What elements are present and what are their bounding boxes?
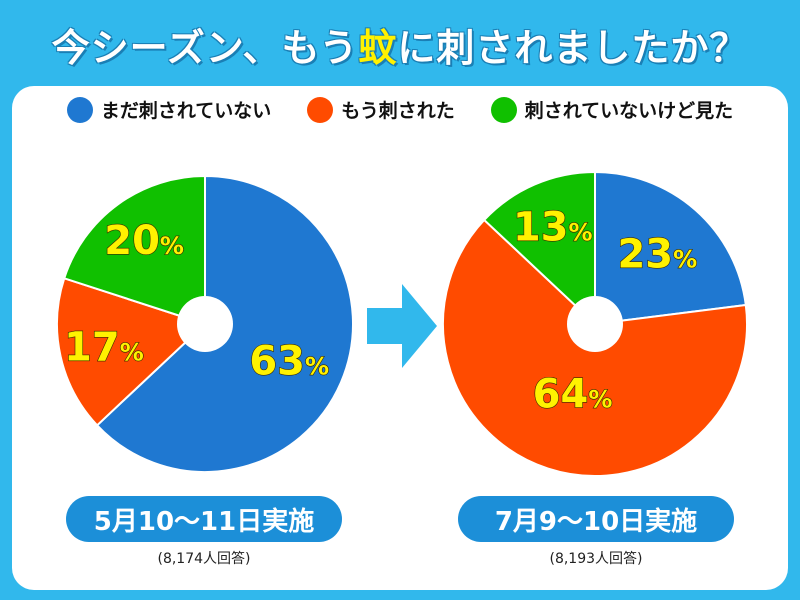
pie-slice-may-2 — [62, 174, 206, 326]
title-before: 今シーズン、もう — [51, 25, 359, 70]
title-after: に刺されましたか？ — [397, 25, 749, 70]
pie-slice-july-2 — [482, 170, 596, 327]
pie-label-july-0: 23% — [617, 231, 697, 277]
legend-swatch-not-bitten — [66, 96, 93, 123]
pie-label-july-1: 64% — [533, 371, 613, 417]
pie-chart-july: 23% 64% 13% — [442, 170, 748, 477]
pie-label-may-2: 20% — [104, 218, 184, 264]
pie-center-hole-july — [567, 296, 623, 352]
pie-slice-july-0 — [594, 170, 747, 326]
legend-item-bitten: もう刺された — [307, 96, 455, 123]
legend-label-not-bitten: まだ刺されていない — [100, 100, 272, 122]
chart-card: まだ刺されていない もう刺された 刺されていないけど見た 63% 17% 20% 2… — [12, 86, 788, 590]
legend-swatch-seen — [490, 96, 517, 123]
pie-label-july-2: 13% — [513, 204, 593, 250]
legend-label-seen: 刺されていないけど見た — [524, 100, 734, 122]
pie-chart-may: 63% 17% 20% — [56, 174, 354, 473]
respondents-may: (8,174人回答) — [157, 551, 251, 567]
pie-slice-may-1 — [56, 277, 207, 427]
page-title: 今シーズン、もう蚊に刺されましたか？ — [52, 17, 749, 72]
legend-item-seen: 刺されていないけど見た — [490, 96, 734, 123]
legend: まだ刺されていない もう刺された 刺されていないけど見た — [12, 96, 788, 123]
title-highlight: 蚊 — [358, 25, 398, 70]
pie-label-may-1: 17% — [64, 325, 144, 371]
survey-date-july: 7月9〜10日実施 — [458, 496, 734, 542]
charts-svg: 63% 17% 20% 23% 64% 13% — [56, 170, 748, 477]
legend-swatch-bitten — [307, 96, 334, 123]
pie-center-hole-may — [177, 296, 233, 352]
arrow-icon — [367, 284, 437, 368]
legend-label-bitten: もう刺された — [341, 100, 455, 122]
pie-label-may-0: 63% — [249, 338, 329, 384]
title-bar: 今シーズン、もう蚊に刺されましたか？ — [0, 0, 800, 88]
respondents-july: (8,193人回答) — [549, 551, 643, 567]
survey-date-may: 5月10〜11日実施 — [66, 496, 342, 542]
legend-item-not-bitten: まだ刺されていない — [66, 96, 272, 123]
